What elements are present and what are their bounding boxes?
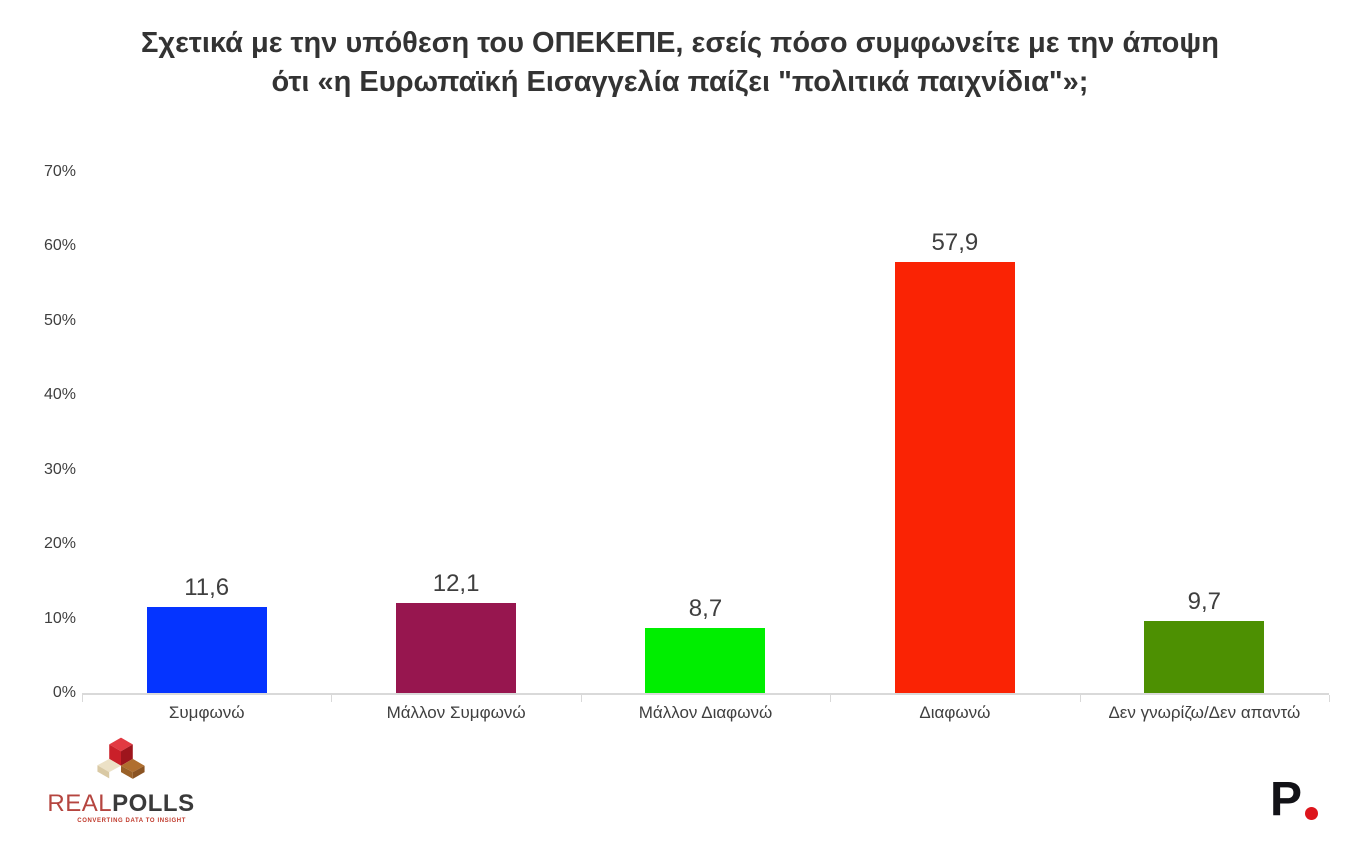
bar-3 <box>645 628 766 693</box>
plot-area: 11,6 12,1 8,7 57,9 9,7 <box>82 172 1330 702</box>
x-axis-tick <box>331 695 333 702</box>
bar-1 <box>146 606 267 693</box>
bar-value-label: 11,6 <box>184 573 230 601</box>
y-axis-tick-label: 10% <box>43 609 76 627</box>
bar-2 <box>396 602 517 693</box>
bar-slot: 12,1 <box>331 172 580 693</box>
bar-slot: 57,9 <box>830 172 1079 693</box>
red-dot-icon <box>1305 807 1318 820</box>
chart-title-line2: ότι «η Ευρωπαϊκή Εισαγγελία παίζει "πολι… <box>271 66 1089 98</box>
x-axis-label: Δεν γνωρίζω/Δεν απαντώ <box>1108 703 1301 722</box>
chart-title: Σχετικά με την υπόθεση του ΟΠΕΚΕΠΕ, εσεί… <box>40 24 1320 102</box>
x-axis-tick <box>1079 695 1081 702</box>
x-axis-label: Μάλλον Διαφωνώ <box>638 703 773 722</box>
x-axis-label: Μάλλον Συμφωνώ <box>386 703 526 722</box>
bar-value-label: 12,1 <box>432 569 480 597</box>
x-axis-label: Συμφωνώ <box>168 703 245 722</box>
x-axis-tick <box>1329 695 1330 702</box>
realpolls-word-real: REAL <box>47 790 113 817</box>
x-axis-tick <box>82 695 83 702</box>
p-logo: P <box>1269 773 1318 826</box>
y-axis-tick-label: 60% <box>43 237 76 255</box>
y-axis-tick-label: 50% <box>43 311 76 329</box>
x-axis-label: Διαφωνώ <box>919 703 991 722</box>
realpolls-wordmark: REALPOLLS <box>46 791 196 817</box>
realpolls-logo: REALPOLLS CONVERTING DATA TO INSIGHT <box>46 735 196 824</box>
bar-slot: 8,7 <box>581 172 830 693</box>
y-axis-tick-label: 20% <box>43 535 76 553</box>
bar-value-label: 9,7 <box>1187 587 1221 615</box>
y-axis: 70% 60% 50% 40% 30% 20% 10% 0% <box>28 163 76 701</box>
bar-slot: 11,6 <box>82 172 331 693</box>
p-logo-letter: P <box>1269 773 1302 826</box>
bar-4 <box>894 262 1015 693</box>
y-axis-tick-label: 40% <box>43 386 76 404</box>
bar-value-label: 8,7 <box>688 595 723 623</box>
bar-5 <box>1144 620 1265 693</box>
x-axis-labels: Συμφωνώ Μάλλον Συμφωνώ Μάλλον Διαφωνώ Διαφω… <box>82 703 1329 723</box>
realpolls-word-polls: POLLS <box>112 790 195 817</box>
realpolls-tagline: CONVERTING DATA TO INSIGHT <box>77 818 186 824</box>
x-axis-tick <box>580 695 582 702</box>
x-axis-tick <box>830 695 832 702</box>
y-axis-tick-label: 0% <box>52 684 76 701</box>
y-axis-tick-label: 30% <box>43 460 76 478</box>
realpolls-cube-icon <box>97 737 145 779</box>
bar-slot: 9,7 <box>1080 172 1329 693</box>
chart-title-line1: Σχετικά με την υπόθεση του ΟΠΕΚΕΠΕ, εσεί… <box>141 27 1219 59</box>
y-axis-tick-label: 70% <box>43 163 76 180</box>
bar-value-label: 57,9 <box>931 229 979 257</box>
